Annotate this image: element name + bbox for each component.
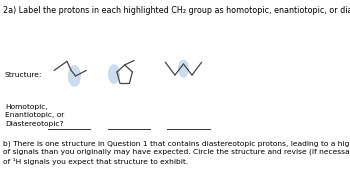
Ellipse shape xyxy=(69,66,81,86)
Ellipse shape xyxy=(178,60,188,77)
Ellipse shape xyxy=(108,65,119,83)
Text: Structure:: Structure: xyxy=(5,72,42,78)
Text: 2a) Label the protons in each highlighted CH₂ group as homotopic, enantiotopic, : 2a) Label the protons in each highlighte… xyxy=(3,6,350,15)
Text: b) There is one structure in Question 1 that contains diastereotopic protons, le: b) There is one structure in Question 1 … xyxy=(3,140,350,165)
Text: Homotopic,
Enantiotopic, or
Diastereotopic?: Homotopic, Enantiotopic, or Diastereotop… xyxy=(5,104,64,127)
